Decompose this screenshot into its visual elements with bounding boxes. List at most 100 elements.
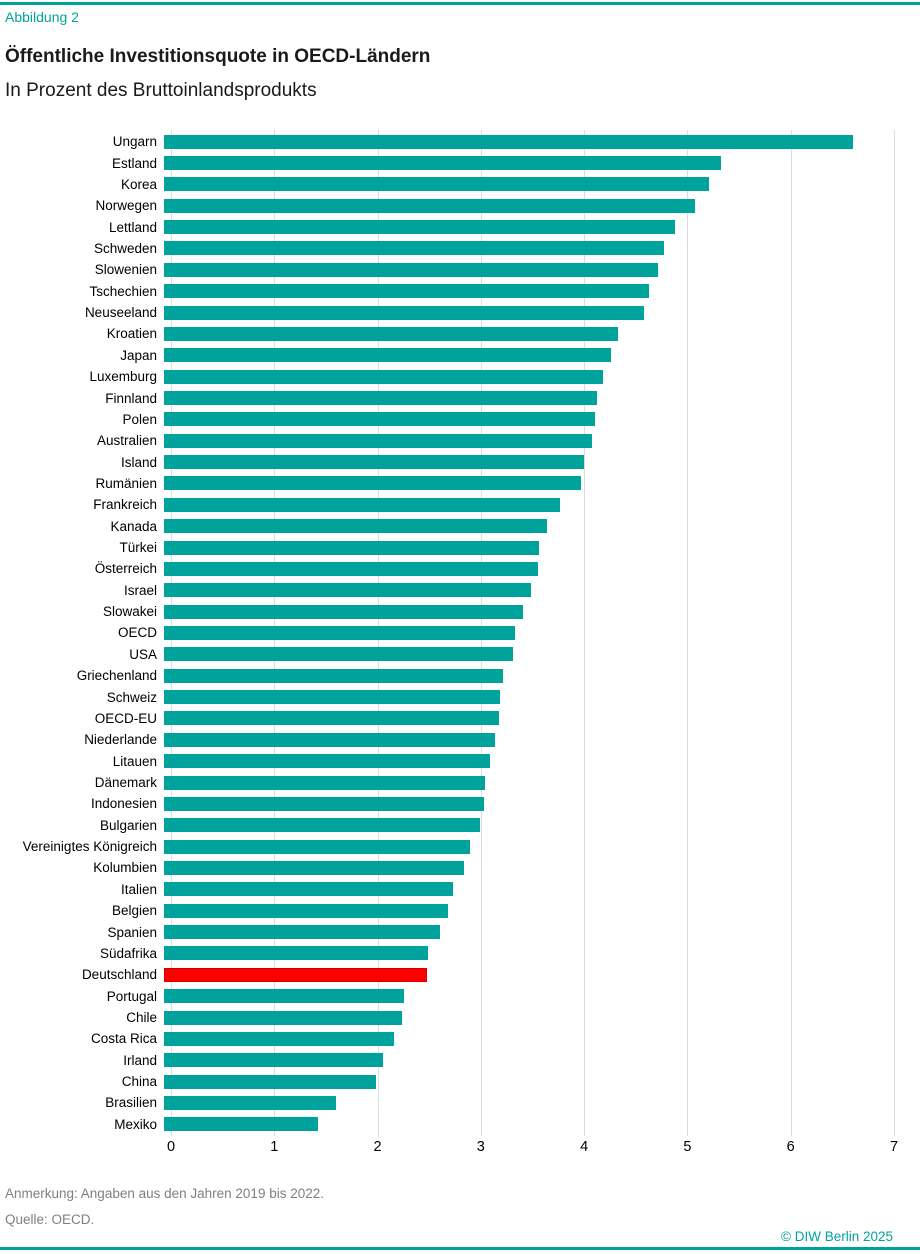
table-row: Bulgarien: [0, 815, 894, 836]
country-label: Finnland: [105, 390, 157, 406]
x-axis: 0 1 2 3 4 5 6 7: [167, 1139, 898, 1157]
country-label: Schweiz: [106, 689, 157, 705]
country-label: Japan: [120, 347, 157, 363]
bar-track: [164, 1117, 894, 1132]
table-row: Neuseeland: [0, 302, 894, 323]
country-label: Frankreich: [93, 497, 157, 513]
country-label: OECD: [117, 625, 157, 641]
bar-track: [164, 540, 894, 555]
bar-track: [164, 1031, 894, 1046]
country-bar: [164, 519, 547, 534]
country-label: Griechenland: [76, 668, 157, 684]
x-tick-label: 7: [889, 1139, 899, 1155]
bar-track: [164, 262, 894, 277]
bar-track: [164, 177, 894, 192]
table-row: Norwegen: [0, 195, 894, 216]
bar-track: [164, 391, 894, 405]
country-label: Indonesien: [90, 796, 157, 812]
country-label: Portugal: [106, 988, 157, 1004]
country-bar: [164, 754, 491, 769]
bar-track: [164, 198, 894, 213]
bar-track: [164, 903, 894, 918]
bar-track: [164, 497, 894, 512]
country-label: OECD-EU: [94, 710, 157, 726]
bar-track: [164, 668, 894, 683]
table-row: Türkei: [0, 537, 894, 558]
country-bar: [164, 1074, 376, 1089]
gridline: [584, 130, 586, 1136]
country-label: Deutschland: [81, 967, 157, 983]
bar-track: [164, 476, 894, 491]
table-row: Kroatien: [0, 323, 894, 344]
x-tick-label: 5: [683, 1139, 692, 1155]
country-bar: [164, 134, 854, 149]
country-bar: [164, 668, 503, 683]
bar-track: [164, 625, 894, 640]
country-label: Chile: [126, 1010, 157, 1025]
country-label: Korea: [120, 176, 157, 192]
bar-track: [164, 1010, 894, 1025]
source-text: Quelle: OECD.: [5, 1212, 95, 1227]
x-tick-label: 3: [476, 1139, 485, 1155]
country-label: Slowakei: [102, 604, 157, 620]
country-label: Mexiko: [114, 1116, 157, 1132]
country-label: Litauen: [112, 753, 157, 769]
table-row: Irland: [0, 1050, 894, 1071]
country-label: Costa Rica: [90, 1031, 157, 1047]
country-bar: [164, 989, 404, 1004]
table-row: Mexiko: [0, 1114, 894, 1135]
table-row: Niederlande: [0, 729, 894, 750]
table-row: Kanada: [0, 516, 894, 537]
table-row: Belgien: [0, 900, 894, 921]
bar-track: [164, 156, 894, 171]
bar-chart: Ungarn Estland Korea Norwegen Lettland Schwed…: [0, 130, 895, 1136]
table-row: USA: [0, 644, 894, 665]
country-label: Luxemburg: [89, 369, 157, 385]
country-bar: [164, 625, 516, 640]
country-bar: [164, 540, 540, 555]
bar-track: [164, 305, 894, 320]
country-label: Italien: [120, 881, 157, 897]
country-bar: [164, 220, 675, 235]
country-label: Niederlande: [84, 732, 157, 748]
country-label: Neuseeland: [84, 305, 157, 321]
country-bar: [164, 177, 710, 192]
table-row: Tschechien: [0, 281, 894, 302]
bar-track: [164, 1095, 894, 1110]
bar-track: [164, 690, 894, 705]
country-label: Polen: [122, 411, 157, 427]
bar-track: [164, 1074, 894, 1089]
table-row: Polen: [0, 409, 894, 430]
x-tick-label: 2: [373, 1139, 382, 1155]
country-bar: [164, 647, 514, 662]
table-row: Schweden: [0, 238, 894, 259]
x-tick-label: 0: [166, 1139, 176, 1155]
country-label: Norwegen: [95, 198, 157, 214]
bottom-divider: [0, 1247, 920, 1250]
bar-track: [164, 647, 894, 662]
country-bar: [164, 198, 695, 213]
country-bar: [164, 369, 604, 384]
country-label: Island: [120, 454, 157, 470]
bar-rows: Ungarn Estland Korea Norwegen Lettland Schwed…: [0, 131, 894, 1135]
bar-track: [164, 839, 894, 854]
table-row: Kolumbien: [0, 857, 894, 878]
table-row: Indonesien: [0, 793, 894, 814]
country-label: Estland: [111, 155, 157, 171]
table-row: Luxemburg: [0, 366, 894, 387]
bar-track: [164, 583, 894, 598]
country-label: Österreich: [94, 561, 157, 577]
country-label: Irland: [123, 1052, 157, 1068]
table-row: Litauen: [0, 750, 894, 771]
table-row: Vereinigtes Königreich: [0, 836, 894, 857]
bar-track: [164, 326, 894, 341]
country-label: Bulgarien: [99, 817, 157, 833]
country-bar: [164, 476, 582, 491]
country-label: Israel: [123, 582, 157, 598]
bar-track: [164, 882, 894, 897]
country-label: Slowenien: [94, 262, 157, 278]
country-bar: [164, 604, 523, 619]
bar-track: [164, 369, 894, 384]
country-bar: [164, 262, 659, 277]
